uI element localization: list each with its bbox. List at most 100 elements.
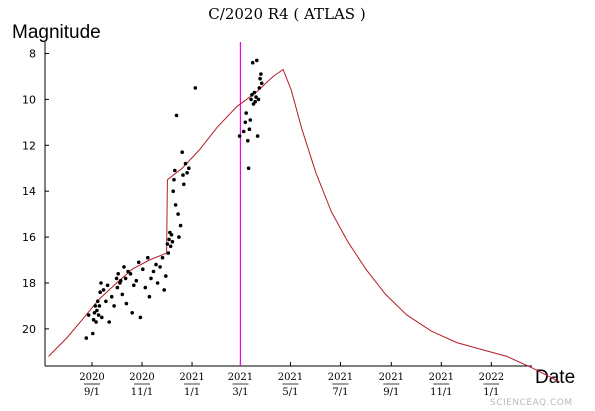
observation-point bbox=[109, 294, 114, 299]
x-tick-date: 3/1 bbox=[232, 387, 248, 398]
observation-point bbox=[243, 120, 248, 125]
y-tick-label: 20 bbox=[22, 323, 36, 336]
observation-point bbox=[105, 283, 110, 288]
observation-point bbox=[132, 283, 136, 288]
observation-point bbox=[169, 233, 174, 237]
observation-point bbox=[158, 265, 162, 269]
observation-point bbox=[101, 288, 106, 292]
observation-point bbox=[246, 138, 250, 143]
chart-title: C/2020 R4 ( ATLAS ) bbox=[208, 5, 365, 23]
observation-point bbox=[120, 292, 125, 297]
x-tick-date: 1/1 bbox=[483, 387, 499, 398]
plot-area: 810121416182020209/1202011/120211/120213… bbox=[22, 42, 560, 398]
observation-point bbox=[165, 242, 170, 246]
observation-point bbox=[143, 285, 148, 290]
observation-point bbox=[84, 336, 89, 340]
observation-point bbox=[154, 262, 158, 267]
observation-point bbox=[122, 265, 126, 269]
y-axis-label: Magnitude bbox=[12, 22, 101, 43]
observation-point bbox=[250, 93, 254, 97]
observation-point bbox=[92, 311, 97, 315]
observation-point bbox=[149, 276, 153, 281]
x-tick-year: 2021 bbox=[429, 372, 454, 383]
y-tick-label: 18 bbox=[22, 277, 36, 290]
watermark: SCIENCEAQ.COM bbox=[490, 398, 573, 408]
observation-point bbox=[255, 134, 260, 138]
y-tick-label: 10 bbox=[22, 93, 36, 106]
x-tick-year: 2020 bbox=[79, 372, 104, 383]
observation-point bbox=[93, 304, 98, 308]
observation-point bbox=[237, 134, 242, 138]
observation-point bbox=[130, 311, 134, 315]
observation-point bbox=[114, 276, 119, 281]
observation-point bbox=[91, 317, 96, 322]
observation-point bbox=[97, 304, 102, 308]
observation-point bbox=[182, 182, 186, 187]
observation-point bbox=[177, 235, 181, 239]
observation-point bbox=[86, 313, 91, 317]
observation-point bbox=[107, 320, 111, 324]
observation-point bbox=[181, 173, 185, 177]
x-tick-date: 9/1 bbox=[383, 387, 399, 398]
observation-point bbox=[247, 127, 252, 131]
observation-point bbox=[166, 251, 171, 255]
observation-point bbox=[180, 150, 184, 154]
observation-point bbox=[178, 223, 183, 228]
observation-point bbox=[253, 99, 257, 104]
observation-point bbox=[167, 237, 171, 242]
observation-point bbox=[183, 161, 188, 166]
x-tick-year: 2021 bbox=[379, 372, 404, 383]
observation-point bbox=[94, 320, 98, 324]
observation-point bbox=[134, 278, 139, 283]
observation-point bbox=[257, 86, 262, 90]
observation-point bbox=[112, 304, 116, 308]
x-tick-year: 2022 bbox=[479, 372, 504, 383]
observation-point bbox=[98, 290, 102, 295]
observation-point bbox=[146, 255, 150, 260]
observation-point bbox=[193, 86, 198, 90]
observation-point bbox=[254, 95, 258, 99]
observation-point bbox=[162, 288, 166, 292]
observation-point bbox=[104, 299, 108, 304]
observation-point bbox=[170, 239, 175, 244]
observation-point bbox=[95, 299, 100, 304]
observation-point bbox=[151, 269, 156, 274]
observation-point bbox=[100, 315, 104, 320]
observation-point bbox=[115, 285, 120, 290]
observation-point bbox=[244, 111, 248, 115]
x-axis-label: Date bbox=[535, 367, 575, 388]
observation-point bbox=[160, 255, 165, 260]
observation-point bbox=[138, 315, 143, 320]
observation-point bbox=[246, 166, 251, 170]
predicted-magnitude-curve bbox=[48, 68, 560, 383]
x-tick-date: 11/1 bbox=[131, 387, 153, 398]
observation-point bbox=[174, 113, 179, 118]
observation-point bbox=[96, 313, 101, 317]
x-tick-date: 11/1 bbox=[430, 387, 452, 398]
observation-point bbox=[128, 272, 133, 276]
observation-point bbox=[118, 278, 123, 283]
observation-point bbox=[185, 171, 189, 175]
observation-point bbox=[124, 301, 129, 306]
observation-point bbox=[123, 276, 128, 281]
x-tick-year: 2021 bbox=[328, 372, 353, 383]
y-tick-label: 16 bbox=[22, 231, 36, 244]
y-tick-label: 14 bbox=[22, 185, 36, 198]
x-tick-date: 1/1 bbox=[184, 387, 200, 398]
x-tick-year: 2021 bbox=[278, 372, 303, 383]
observation-point bbox=[173, 168, 177, 173]
observation-point bbox=[254, 58, 259, 63]
observation-point bbox=[241, 129, 246, 134]
observation-point bbox=[187, 166, 191, 170]
y-tick-label: 12 bbox=[22, 139, 36, 152]
observation-point bbox=[258, 76, 262, 81]
observation-point bbox=[116, 272, 120, 276]
observation-point bbox=[99, 281, 103, 285]
observation-point bbox=[172, 177, 176, 182]
observation-point bbox=[164, 274, 168, 278]
observation-point bbox=[176, 212, 180, 216]
observation-point bbox=[248, 118, 253, 122]
observation-point bbox=[250, 60, 255, 65]
observation-point bbox=[126, 269, 130, 274]
